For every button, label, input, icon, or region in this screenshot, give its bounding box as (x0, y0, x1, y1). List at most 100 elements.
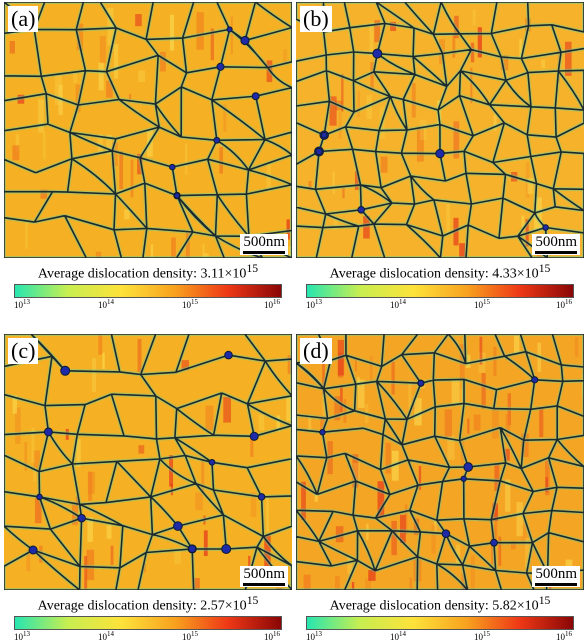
density-streak (286, 219, 290, 240)
density-streak (314, 492, 318, 502)
average-density-caption: Average dislocation density: 4.33×1015 (296, 260, 584, 284)
density-streak (413, 518, 420, 536)
density-streak (493, 346, 497, 376)
density-streak (288, 245, 292, 258)
density-streak (351, 582, 355, 590)
caption-text: Average dislocation density: 2.57×10 (37, 598, 247, 614)
density-streak (354, 171, 359, 190)
tick-exponent: 15 (191, 629, 198, 638)
average-density-caption: Average dislocation density: 5.82×1015 (296, 592, 584, 616)
colorbar-tick: 1014 (390, 630, 406, 642)
density-streak (25, 219, 28, 249)
density-streak (434, 521, 437, 532)
junction-dot (319, 429, 326, 436)
density-streak (84, 556, 88, 590)
junction-dot (216, 62, 225, 71)
density-streak (301, 481, 306, 520)
density-streak (390, 21, 397, 32)
density-streak (12, 145, 20, 161)
density-streak (137, 338, 142, 373)
density-streak (581, 374, 584, 397)
density-streak (31, 427, 35, 463)
density-streak (353, 462, 360, 481)
density-streak (135, 14, 142, 27)
junction-dot (36, 493, 43, 501)
density-streak (75, 84, 81, 113)
colorbar-tick: 1015 (182, 630, 198, 642)
colorbar-tick: 1016 (264, 630, 280, 642)
tick-base: 10 (390, 299, 399, 310)
tick-exponent: 13 (23, 629, 30, 638)
density-streak (521, 215, 525, 227)
scale-bar-label: 500nm (243, 566, 285, 582)
tick-base: 10 (98, 631, 107, 642)
density-streak (169, 455, 174, 487)
caption-exponent: 15 (538, 262, 551, 275)
density-streak (494, 463, 500, 491)
density-streak (26, 549, 31, 572)
density-streak (545, 460, 550, 496)
density-streak (58, 84, 63, 116)
density-streak (534, 197, 542, 231)
density-streak (391, 450, 399, 481)
density-streak (250, 435, 254, 457)
density-streak (98, 334, 103, 355)
density-streak (519, 38, 522, 60)
density-streak (335, 576, 340, 590)
density-streak (308, 180, 312, 190)
junction-dot (77, 513, 86, 523)
density-streak (470, 67, 473, 104)
panel-d: (d) 500nm Average dislocation density: 5… (296, 334, 584, 644)
density-streak (95, 251, 102, 258)
density-streak (409, 577, 413, 590)
density-streak (338, 352, 344, 378)
density-streak (414, 398, 422, 426)
density-streak (86, 549, 95, 581)
tick-base: 10 (182, 631, 191, 642)
density-streak (527, 178, 534, 194)
density-streak (38, 99, 44, 133)
junction-dot (240, 35, 250, 46)
density-streak (333, 219, 338, 230)
junction-dot (213, 136, 221, 144)
density-streak (124, 209, 130, 220)
density-streak (202, 253, 210, 258)
density-streak (106, 134, 113, 155)
colorbar (306, 283, 574, 298)
density-streak (380, 156, 388, 173)
density-streak (286, 397, 292, 421)
density-streak (452, 33, 456, 58)
density-streak (491, 529, 494, 565)
junction-dot (441, 529, 451, 538)
grain-map-b (296, 2, 584, 258)
caption-text: Average dislocation density: 5.82×10 (329, 598, 539, 614)
density-streak (143, 562, 146, 573)
density-streak (76, 438, 81, 467)
density-streak (92, 357, 97, 392)
density-streak (97, 134, 103, 155)
density-streak (169, 14, 175, 51)
density-streak (322, 364, 325, 395)
density-streak (347, 556, 353, 574)
density-streak (287, 355, 292, 375)
density-streak (185, 232, 190, 258)
density-streak (106, 525, 112, 539)
density-streak (374, 20, 381, 43)
tick-base: 10 (306, 299, 315, 310)
density-streak (266, 495, 269, 532)
junction-dot (460, 475, 467, 482)
density-streak (110, 545, 114, 565)
density-streak (130, 159, 134, 198)
density-streak (459, 243, 466, 258)
caption-exponent: 15 (246, 594, 259, 607)
density-streak (455, 544, 461, 564)
grain-boundaries (4, 334, 292, 590)
density-streak (106, 80, 113, 98)
tick-base: 10 (264, 631, 273, 642)
density-streak (87, 471, 95, 495)
scale-bar-label: 500nm (535, 234, 577, 250)
colorbar-tick: 1015 (474, 298, 490, 310)
density-streak (174, 548, 181, 565)
junction-dot (173, 192, 181, 199)
colorbar-tick: 1015 (474, 630, 490, 642)
